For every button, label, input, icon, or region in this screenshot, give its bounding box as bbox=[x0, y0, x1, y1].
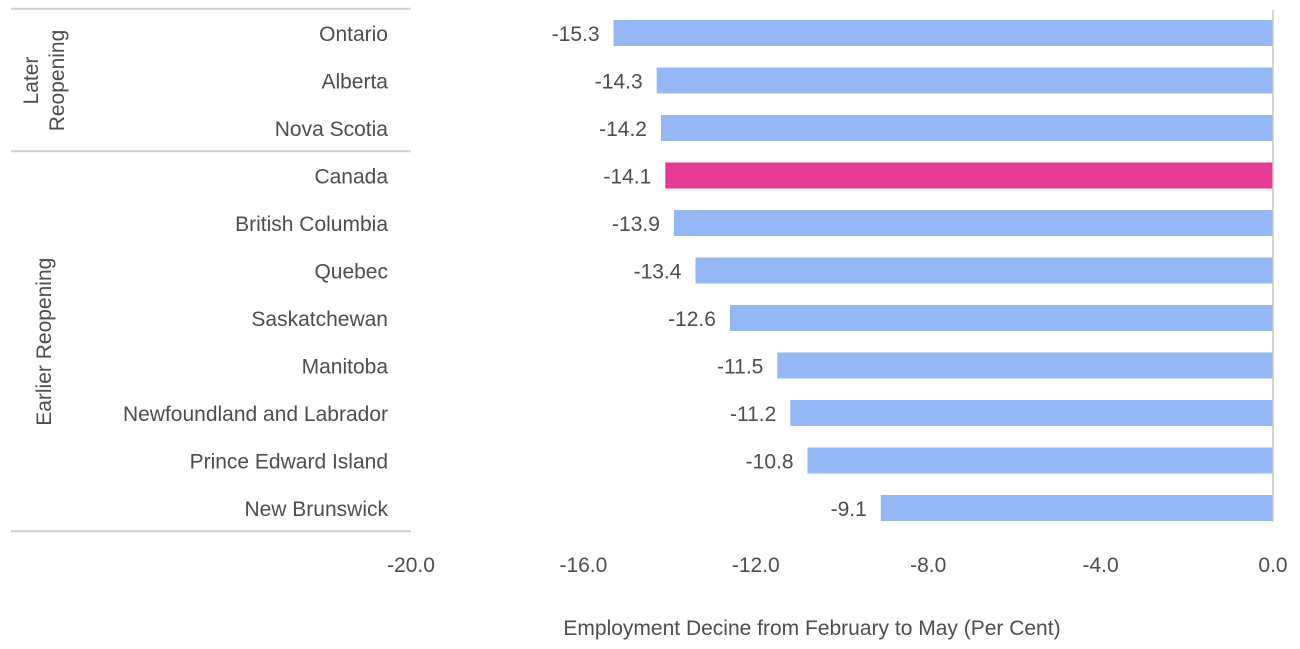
bar-newfoundland-and-labrador bbox=[790, 400, 1273, 426]
value-label-ontario: -15.3 bbox=[552, 23, 600, 46]
x-tick-label: -20.0 bbox=[387, 554, 435, 577]
bar-nova-scotia bbox=[660, 115, 1273, 141]
group-labels: Later Reopening Earlier Reopening bbox=[20, 30, 69, 426]
value-label-saskatchewan: -12.6 bbox=[668, 308, 716, 331]
bar-new-brunswick bbox=[880, 495, 1273, 521]
category-label-nova-scotia: Nova Scotia bbox=[275, 118, 389, 141]
category-label-prince-edward-island: Prince Edward Island bbox=[190, 451, 388, 474]
x-tick-label: -12.0 bbox=[732, 554, 780, 577]
bars bbox=[613, 20, 1273, 521]
category-label-canada: Canada bbox=[314, 166, 388, 189]
bar-prince-edward-island bbox=[807, 447, 1273, 474]
value-label-prince-edward-island: -10.8 bbox=[746, 451, 794, 474]
category-labels: Ontario Alberta Nova Scotia Canada British C… bbox=[123, 23, 389, 521]
value-label-manitoba: -11.5 bbox=[717, 356, 763, 379]
category-label-british-columbia: British Columbia bbox=[235, 213, 388, 236]
category-label-alberta: Alberta bbox=[321, 71, 388, 94]
group-dividers bbox=[11, 7, 411, 533]
x-tick-label: -4.0 bbox=[1083, 554, 1119, 577]
value-label-quebec: -13.4 bbox=[634, 261, 682, 284]
group-label-later-reopening: Later Reopening bbox=[20, 30, 69, 132]
x-tick-label: 0.0 bbox=[1258, 554, 1287, 577]
value-label-newfoundland-and-labrador: -11.2 bbox=[730, 403, 776, 426]
value-label-nova-scotia: -14.2 bbox=[599, 118, 647, 141]
bar-ontario bbox=[613, 20, 1273, 46]
x-tick-label: -16.0 bbox=[559, 554, 607, 577]
value-label-new-brunswick: -9.1 bbox=[831, 498, 867, 521]
bar-canada bbox=[665, 162, 1273, 189]
bar-alberta bbox=[656, 67, 1273, 94]
value-label-british-columbia: -13.9 bbox=[612, 213, 660, 236]
bar-british-columbia bbox=[673, 210, 1273, 236]
category-label-ontario: Ontario bbox=[319, 23, 388, 46]
category-label-new-brunswick: New Brunswick bbox=[244, 498, 388, 521]
category-label-quebec: Quebec bbox=[314, 261, 388, 284]
value-label-canada: -14.1 bbox=[603, 166, 651, 189]
x-tick-label: -8.0 bbox=[910, 554, 946, 577]
category-label-manitoba: Manitoba bbox=[302, 356, 389, 379]
category-label-newfoundland-and-labrador: Newfoundland and Labrador bbox=[123, 403, 388, 426]
x-tick-labels: -20.0 -16.0 -12.0 -8.0 -4.0 0.0 bbox=[387, 554, 1288, 577]
value-labels: -15.3 -14.3 -14.2 -14.1 -13.9 -13.4 -12.6 -11.5… bbox=[552, 23, 867, 521]
bar-manitoba bbox=[777, 352, 1273, 379]
group-label-earlier-reopening: Earlier Reopening bbox=[33, 258, 56, 426]
bar-saskatchewan bbox=[729, 305, 1273, 331]
bar-quebec bbox=[695, 257, 1273, 284]
value-label-alberta: -14.3 bbox=[595, 71, 643, 94]
category-label-saskatchewan: Saskatchewan bbox=[251, 308, 388, 331]
x-axis-title: Employment Decine from February to May (… bbox=[563, 617, 1060, 640]
